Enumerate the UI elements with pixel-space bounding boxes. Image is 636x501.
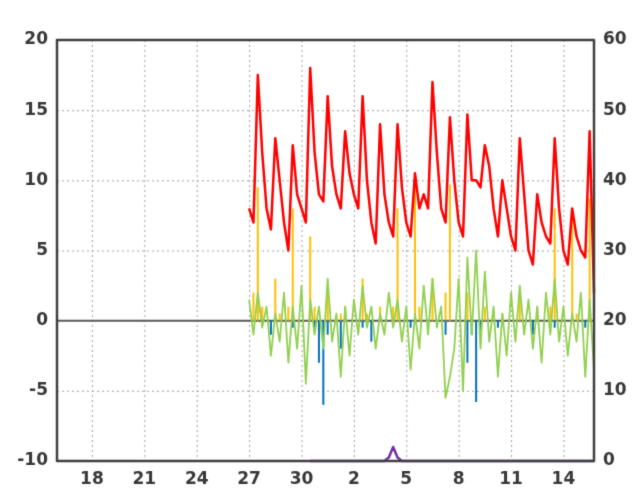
weather-chart: 積雪以外 飯山 積雪 <box>0 0 636 501</box>
chart-canvas <box>0 0 636 501</box>
